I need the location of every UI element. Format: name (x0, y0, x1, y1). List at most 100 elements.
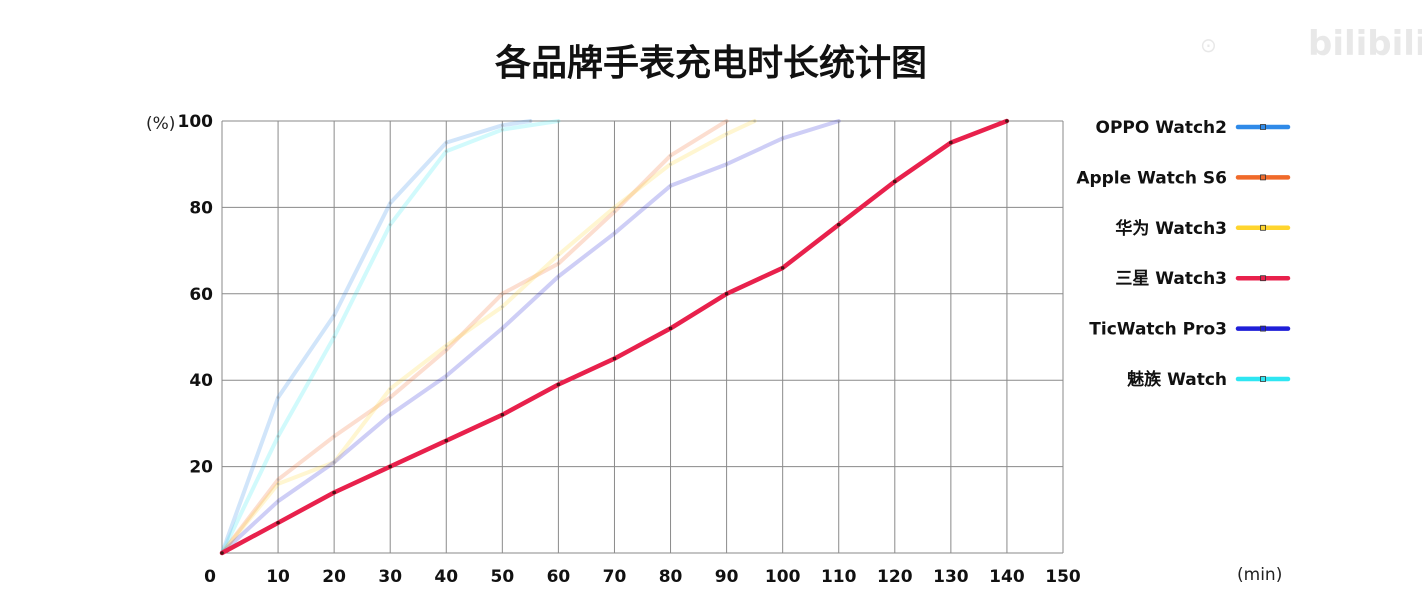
series-point-0 (332, 314, 336, 317)
axis-labels: (%) (min) (146, 114, 1282, 585)
chart-title: 各品牌手表充电时长统计图 (495, 43, 927, 84)
series-point-3 (332, 490, 336, 495)
chart-legend: OPPO Watch2 Apple Watch S6 华为 Watch3 三星 Wat… (1076, 118, 1291, 390)
x-tick-label: 90 (715, 567, 739, 587)
series-point-2 (276, 482, 280, 486)
x-tick-label: 150 (1045, 567, 1081, 587)
series-point-0 (444, 141, 448, 144)
series-point-3 (1005, 119, 1009, 123)
legend-marker (1260, 174, 1266, 181)
y-tick-label: 40 (189, 371, 213, 391)
series-point-2 (669, 162, 672, 166)
legend-item-1: Apple Watch S6 (1076, 168, 1291, 188)
series-point-2 (444, 344, 448, 347)
legend-item-0: OPPO Watch2 (1096, 118, 1291, 138)
legend-label: TicWatch Pro3 (1089, 320, 1227, 340)
series-point-1 (557, 262, 560, 265)
series-point-3 (276, 520, 280, 525)
series-point-3 (724, 292, 729, 296)
series-point-3 (556, 382, 561, 387)
y-tick-label: 100 (178, 112, 214, 132)
series-point-5 (557, 119, 560, 123)
y-tick-label: 20 (189, 458, 213, 478)
series-point-2 (557, 253, 560, 257)
x-tick-label: 70 (603, 567, 627, 587)
watermark-text: bilibili (1308, 24, 1422, 64)
series-point-3 (668, 326, 673, 331)
series-point-1 (725, 119, 728, 123)
y-tick-label: 60 (189, 285, 213, 305)
series-point-0 (276, 396, 280, 399)
series-point-3 (612, 356, 617, 361)
legend-item-3: 三星 Watch3 (1115, 269, 1291, 289)
svg-text:⊙: ⊙ (1200, 33, 1217, 57)
series-point-0 (529, 119, 532, 123)
x-tick-label: 100 (765, 567, 801, 587)
chart-grid: 0 10 20 30 40 50 60 70 80 90 100 110 120 130 140 150 20 4… (178, 112, 1081, 587)
series-point-1 (501, 292, 504, 296)
series-point-5 (332, 335, 336, 339)
y-axis-unit-label: (%) (146, 114, 175, 134)
series-point-4 (669, 184, 672, 188)
legend-marker (1260, 325, 1266, 332)
series-point-4 (276, 499, 280, 503)
x-tick-label: 40 (434, 567, 458, 587)
series-line-4 (220, 119, 841, 555)
series-lines (219, 118, 1010, 556)
x-tick-label: 30 (378, 567, 402, 587)
y-tick-label: 80 (189, 198, 213, 218)
series-point-0 (388, 201, 392, 205)
legend-marker (1260, 224, 1266, 231)
x-tick-label: 120 (877, 567, 913, 587)
series-point-5 (276, 435, 280, 438)
legend-item-4: TicWatch Pro3 (1089, 320, 1291, 340)
legend-marker (1260, 376, 1266, 382)
x-tick-label: 140 (989, 567, 1025, 587)
legend-label: 三星 Watch3 (1115, 269, 1227, 289)
series-point-2 (725, 132, 728, 136)
series-point-3 (949, 140, 953, 145)
series-line-0 (220, 119, 533, 555)
series-point-1 (669, 154, 672, 157)
x-tick-label: 50 (490, 567, 514, 587)
series-point-3 (893, 179, 897, 184)
series-point-3 (836, 222, 841, 227)
legend-label: Apple Watch S6 (1076, 168, 1227, 188)
watermark-logo: ⊙ bilibili (1200, 24, 1422, 64)
x-tick-label: 130 (933, 567, 969, 587)
series-point-1 (613, 210, 616, 214)
legend-item-5: 魅族 Watch (1127, 369, 1291, 390)
series-point-4 (781, 136, 784, 140)
x-tick-label: 110 (821, 567, 857, 587)
series-point-4 (388, 413, 392, 417)
series-point-1 (444, 348, 448, 352)
series-point-1 (276, 478, 280, 481)
series-point-5 (501, 128, 504, 131)
series-point-2 (753, 119, 756, 123)
legend-marker (1260, 275, 1266, 282)
legend-marker (1260, 124, 1266, 130)
legend-item-2: 华为 Watch3 (1115, 218, 1291, 239)
series-point-3 (500, 412, 505, 417)
series-point-4 (501, 327, 504, 330)
series-point-4 (444, 374, 448, 378)
x-tick-label: 20 (322, 567, 346, 587)
series-point-0 (501, 124, 504, 127)
x-tick-label: 10 (266, 567, 290, 587)
series-point-3 (388, 464, 393, 469)
series-point-4 (725, 162, 728, 166)
legend-label: 魅族 Watch (1127, 369, 1227, 390)
series-point-3 (220, 551, 224, 555)
series-point-3 (780, 266, 785, 270)
series-point-5 (388, 223, 392, 226)
series-point-4 (613, 232, 616, 235)
legend-label: 华为 Watch3 (1115, 218, 1227, 239)
series-point-4 (837, 119, 841, 123)
series-point-2 (388, 387, 392, 391)
x-tick-label: 0 (204, 567, 216, 587)
series-point-1 (388, 396, 392, 399)
series-line-1 (220, 119, 729, 555)
x-tick-label: 80 (659, 567, 683, 587)
series-point-3 (444, 438, 449, 443)
series-point-5 (444, 149, 448, 153)
